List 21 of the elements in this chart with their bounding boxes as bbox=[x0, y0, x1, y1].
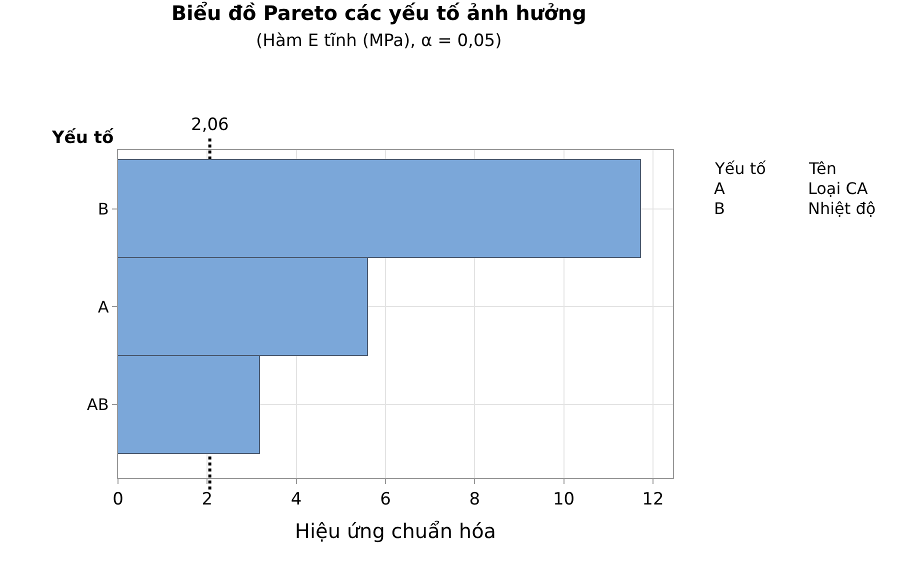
x-tick-label: 10 bbox=[552, 489, 575, 510]
text: B bbox=[714, 199, 725, 218]
chart-title: Biểu đồ Pareto các yếu tố ảnh hưởng bbox=[171, 1, 586, 26]
x-tick-label: 12 bbox=[642, 489, 664, 510]
y-tick-label: A bbox=[98, 297, 109, 316]
text: A bbox=[714, 179, 725, 198]
x-tick-label: 8 bbox=[469, 489, 480, 510]
chart-subtitle: (Hàm E tĩnh (MPa), α = 0,05) bbox=[256, 31, 502, 52]
y-tick-label: AB bbox=[86, 395, 109, 414]
text: Nhiệt độ bbox=[808, 199, 876, 218]
y-axis-title: Yếu tố bbox=[51, 128, 114, 148]
y-tick-label: B bbox=[98, 199, 109, 218]
ref-line-label: 2,06 bbox=[191, 115, 229, 135]
x-tick-label: 4 bbox=[290, 489, 302, 510]
x-axis-title: Hiệu ứng chuẩn hóa bbox=[294, 518, 496, 543]
text: Yếu tố bbox=[714, 159, 766, 178]
x-tick-label: 6 bbox=[380, 489, 391, 510]
text: Tên bbox=[808, 159, 837, 178]
x-tick-label: 0 bbox=[112, 489, 124, 510]
x-tick-label: 2 bbox=[202, 489, 213, 510]
text: Loại CA bbox=[808, 179, 868, 198]
